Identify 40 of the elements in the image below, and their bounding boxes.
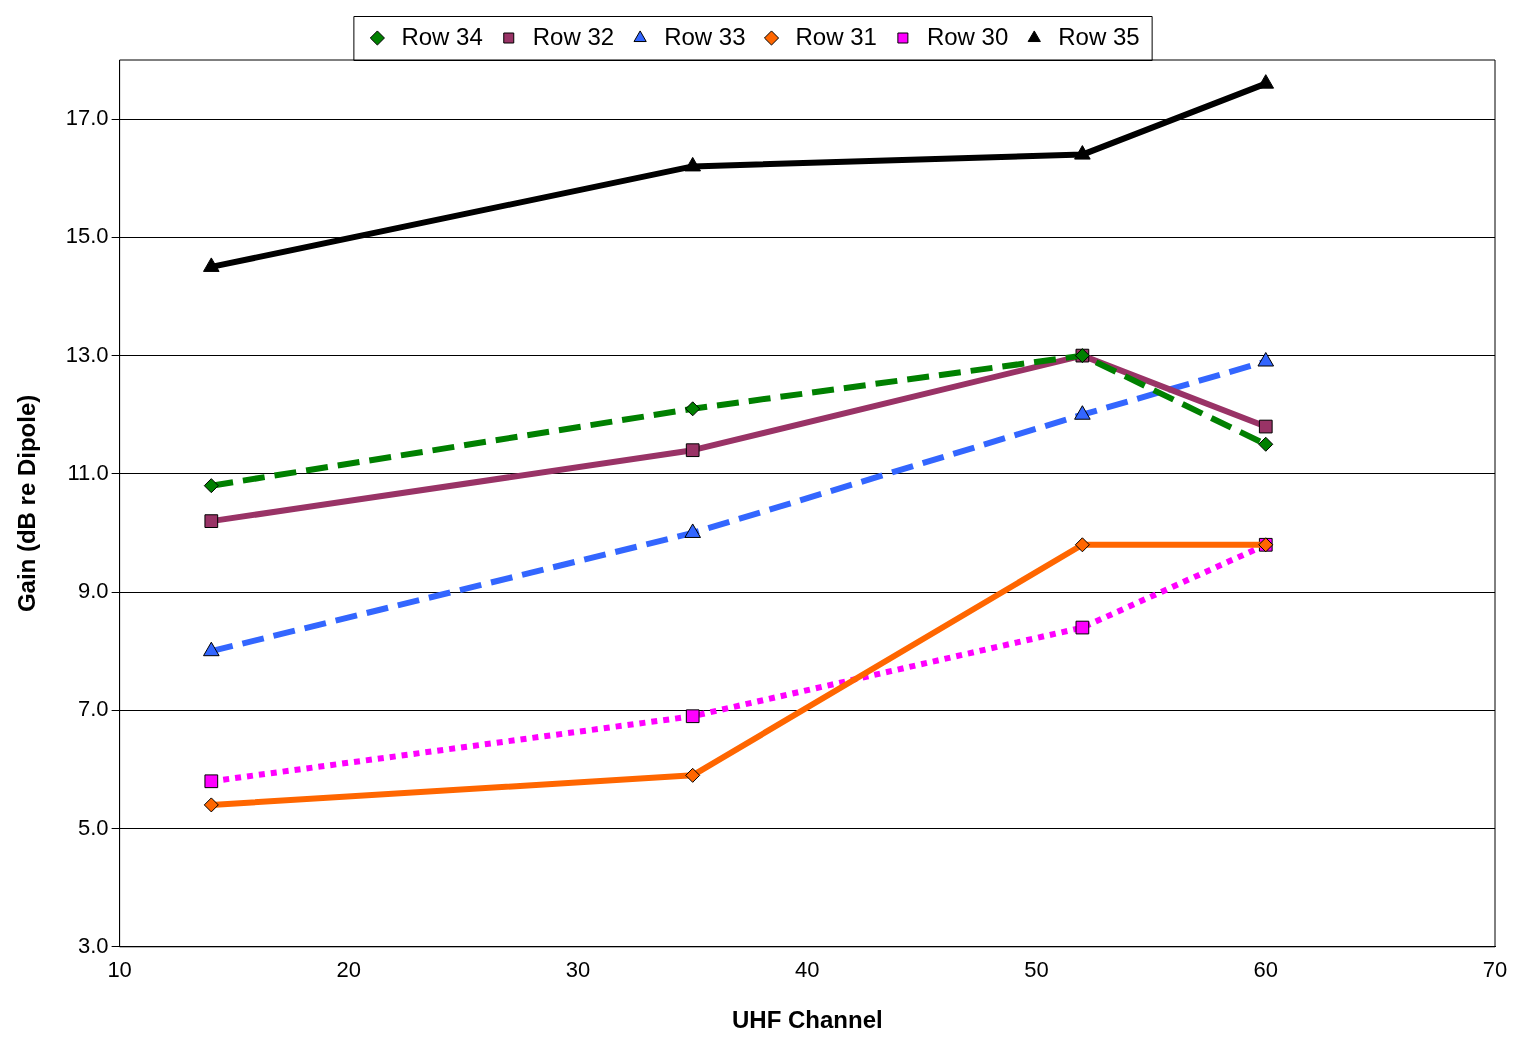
x-tick-label: 30 bbox=[565, 957, 591, 983]
point bbox=[203, 797, 219, 813]
x-tick-label: 40 bbox=[795, 957, 820, 983]
y-tick-label: 9.0 bbox=[78, 578, 109, 604]
y-tick-label: 11.0 bbox=[67, 459, 109, 485]
point bbox=[684, 156, 701, 172]
y-tick-label: 3.0 bbox=[78, 932, 109, 958]
point bbox=[203, 478, 219, 494]
legend-label: Row 34 bbox=[401, 22, 483, 50]
legend-label: Row 32 bbox=[532, 22, 615, 50]
y-tick-label: 5.0 bbox=[78, 814, 109, 840]
point bbox=[1074, 145, 1091, 160]
point bbox=[1258, 436, 1274, 452]
point bbox=[1074, 537, 1090, 553]
y-tick-label: 7.0 bbox=[78, 696, 109, 722]
point bbox=[1074, 405, 1091, 420]
y-tick-label: 15.0 bbox=[65, 223, 109, 249]
x-tick-label: 60 bbox=[1253, 957, 1279, 983]
y-tick-label: 17.0 bbox=[65, 105, 109, 131]
point bbox=[1258, 419, 1273, 434]
point bbox=[685, 767, 701, 783]
point bbox=[685, 709, 700, 724]
y-axis-title: Gain (dB re Dipole) bbox=[13, 394, 41, 613]
point bbox=[1075, 620, 1090, 635]
y-tick-label: 13.0 bbox=[65, 341, 109, 367]
point bbox=[1257, 352, 1275, 367]
point bbox=[685, 401, 701, 417]
point bbox=[204, 514, 219, 528]
x-tick-label: 70 bbox=[1482, 957, 1508, 983]
legend-label: Row 31 bbox=[795, 22, 877, 50]
x-tick-label: 10 bbox=[107, 957, 132, 983]
x-axis-title: UHF Channel bbox=[731, 1006, 883, 1034]
x-tick-label: 50 bbox=[1024, 957, 1049, 983]
legend-label: Row 35 bbox=[1058, 22, 1140, 50]
point bbox=[685, 443, 700, 458]
point bbox=[204, 774, 219, 789]
legend-label: Row 33 bbox=[664, 22, 746, 50]
legend-label: Row 30 bbox=[926, 22, 1009, 50]
point bbox=[203, 257, 220, 272]
x-tick-label: 20 bbox=[336, 957, 362, 983]
